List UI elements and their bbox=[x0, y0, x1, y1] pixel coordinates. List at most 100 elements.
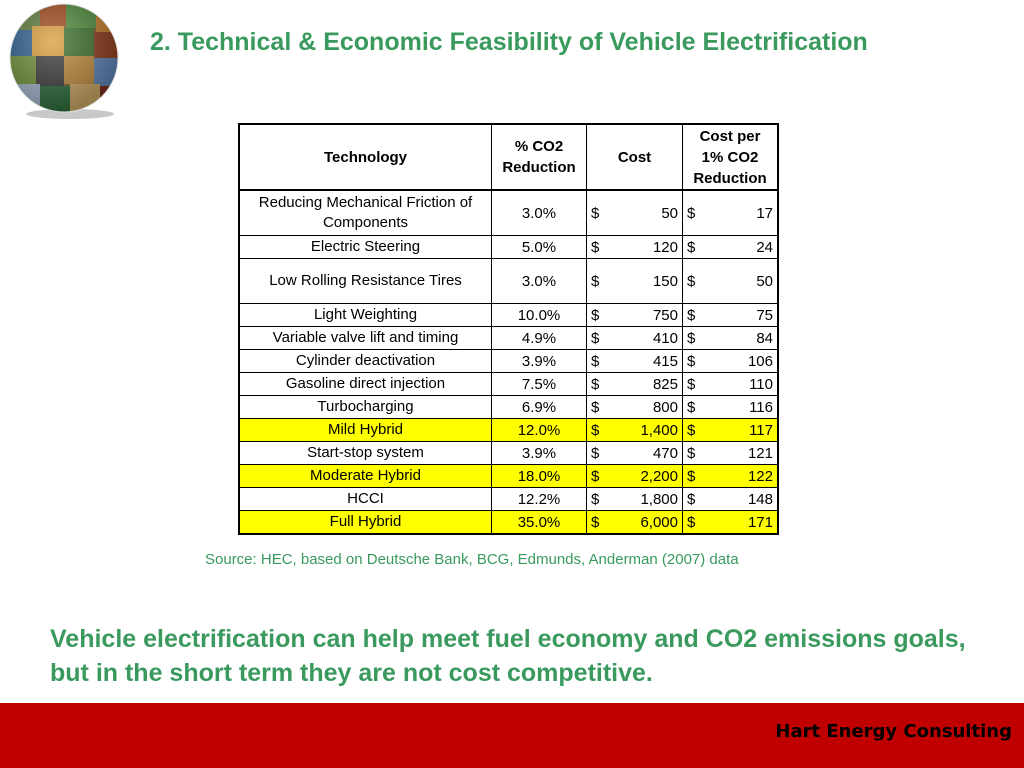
currency-symbol: $ bbox=[591, 272, 600, 290]
currency-symbol: $ bbox=[591, 375, 600, 393]
amount-value: 825 bbox=[652, 375, 678, 393]
amount-value: 1,400 bbox=[640, 421, 678, 439]
table-header-row: Technology % CO2 Reduction Cost Cost per… bbox=[238, 123, 779, 191]
table-row: HCCI 12.2% $1,800 $148 bbox=[238, 487, 779, 511]
amount-value: 415 bbox=[652, 352, 678, 370]
cell-co2-reduction: 4.9% bbox=[491, 326, 587, 350]
currency-symbol: $ bbox=[687, 467, 696, 485]
cell-co2-reduction: 18.0% bbox=[491, 464, 587, 488]
currency-symbol: $ bbox=[687, 306, 696, 324]
table-row: Full Hybrid 35.0% $6,000 $171 bbox=[238, 510, 779, 535]
cell-co2-reduction: 12.2% bbox=[491, 487, 587, 511]
table-row: Light Weighting 10.0% $750 $75 bbox=[238, 303, 779, 327]
cell-co2-reduction: 3.9% bbox=[491, 349, 587, 373]
table-row: Electric Steering 5.0% $120 $24 bbox=[238, 235, 779, 259]
cell-cost: $750 bbox=[586, 303, 683, 327]
table-row: Gasoline direct injection 7.5% $825 $110 bbox=[238, 372, 779, 396]
table-row: Mild Hybrid 12.0% $1,400 $117 bbox=[238, 418, 779, 442]
cell-co2-reduction: 12.0% bbox=[491, 418, 587, 442]
table-row: Moderate Hybrid 18.0% $2,200 $122 bbox=[238, 464, 779, 488]
cell-cost-per-reduction: $106 bbox=[682, 349, 779, 373]
cell-cost: $1,800 bbox=[586, 487, 683, 511]
amount-value: 470 bbox=[652, 444, 678, 462]
cell-cost: $470 bbox=[586, 441, 683, 465]
amount-value: 6,000 bbox=[640, 513, 678, 531]
cell-cost-per-reduction: $50 bbox=[682, 258, 779, 304]
amount-value: 122 bbox=[747, 467, 773, 485]
currency-symbol: $ bbox=[591, 421, 600, 439]
currency-symbol: $ bbox=[687, 444, 696, 462]
cell-co2-reduction: 5.0% bbox=[491, 235, 587, 259]
cell-cost: $120 bbox=[586, 235, 683, 259]
currency-symbol: $ bbox=[591, 352, 600, 370]
cell-cost: $1,400 bbox=[586, 418, 683, 442]
cell-technology: Variable valve lift and timing bbox=[238, 326, 492, 350]
header-cost: Cost bbox=[586, 123, 683, 191]
cell-technology: Electric Steering bbox=[238, 235, 492, 259]
cell-cost-per-reduction: $75 bbox=[682, 303, 779, 327]
amount-value: 120 bbox=[652, 238, 678, 256]
cell-cost-per-reduction: $122 bbox=[682, 464, 779, 488]
cell-cost-per-reduction: $24 bbox=[682, 235, 779, 259]
cell-co2-reduction: 6.9% bbox=[491, 395, 587, 419]
currency-symbol: $ bbox=[591, 306, 600, 324]
source-note: Source: HEC, based on Deutsche Bank, BCG… bbox=[205, 551, 739, 568]
cell-cost: $415 bbox=[586, 349, 683, 373]
cell-technology: HCCI bbox=[238, 487, 492, 511]
currency-symbol: $ bbox=[687, 421, 696, 439]
cell-cost-per-reduction: $148 bbox=[682, 487, 779, 511]
amount-value: 106 bbox=[747, 352, 773, 370]
cell-cost: $825 bbox=[586, 372, 683, 396]
currency-symbol: $ bbox=[687, 398, 696, 416]
cell-cost: $150 bbox=[586, 258, 683, 304]
co2-cost-table: Technology % CO2 Reduction Cost Cost per… bbox=[238, 123, 779, 535]
currency-symbol: $ bbox=[591, 513, 600, 531]
cell-cost: $6,000 bbox=[586, 510, 683, 535]
currency-symbol: $ bbox=[687, 238, 696, 256]
amount-value: 171 bbox=[747, 513, 773, 531]
cell-cost-per-reduction: $84 bbox=[682, 326, 779, 350]
cell-cost: $2,200 bbox=[586, 464, 683, 488]
conclusion-text: Vehicle electrification can help meet fu… bbox=[50, 625, 966, 687]
cell-technology: Cylinder deactivation bbox=[238, 349, 492, 373]
cell-co2-reduction: 3.0% bbox=[491, 258, 587, 304]
amount-value: 750 bbox=[652, 306, 678, 324]
amount-value: 17 bbox=[756, 204, 773, 222]
cell-cost-per-reduction: $17 bbox=[682, 189, 779, 236]
currency-symbol: $ bbox=[591, 398, 600, 416]
amount-value: 410 bbox=[652, 329, 678, 347]
cell-co2-reduction: 3.0% bbox=[491, 189, 587, 236]
amount-value: 117 bbox=[749, 421, 773, 439]
cell-cost: $50 bbox=[586, 189, 683, 236]
cell-technology: Start-stop system bbox=[238, 441, 492, 465]
cell-technology: Reducing Mechanical Friction of Componen… bbox=[238, 189, 492, 236]
header-cost-per-reduction: Cost per 1% CO2 Reduction bbox=[682, 123, 779, 191]
cell-cost-per-reduction: $171 bbox=[682, 510, 779, 535]
amount-value: 2,200 bbox=[640, 467, 678, 485]
cell-co2-reduction: 35.0% bbox=[491, 510, 587, 535]
amount-value: 121 bbox=[747, 444, 773, 462]
header-technology: Technology bbox=[238, 123, 492, 191]
cell-technology: Turbocharging bbox=[238, 395, 492, 419]
currency-symbol: $ bbox=[591, 329, 600, 347]
amount-value: 1,800 bbox=[640, 490, 678, 508]
amount-value: 148 bbox=[747, 490, 773, 508]
amount-value: 75 bbox=[756, 306, 773, 324]
cell-technology: Moderate Hybrid bbox=[238, 464, 492, 488]
slide-title: 2. Technical & Economic Feasibility of V… bbox=[150, 28, 868, 56]
currency-symbol: $ bbox=[687, 204, 696, 222]
cell-cost: $410 bbox=[586, 326, 683, 350]
amount-value: 800 bbox=[652, 398, 678, 416]
table-row: Low Rolling Resistance Tires 3.0% $150 $50 bbox=[238, 258, 779, 304]
cell-cost-per-reduction: $116 bbox=[682, 395, 779, 419]
currency-symbol: $ bbox=[687, 490, 696, 508]
cell-technology: Mild Hybrid bbox=[238, 418, 492, 442]
currency-symbol: $ bbox=[687, 375, 696, 393]
currency-symbol: $ bbox=[591, 238, 600, 256]
cell-technology: Full Hybrid bbox=[238, 510, 492, 535]
cell-technology: Gasoline direct injection bbox=[238, 372, 492, 396]
amount-value: 24 bbox=[756, 238, 773, 256]
currency-symbol: $ bbox=[591, 204, 600, 222]
amount-value: 50 bbox=[756, 272, 773, 290]
cell-cost: $800 bbox=[586, 395, 683, 419]
